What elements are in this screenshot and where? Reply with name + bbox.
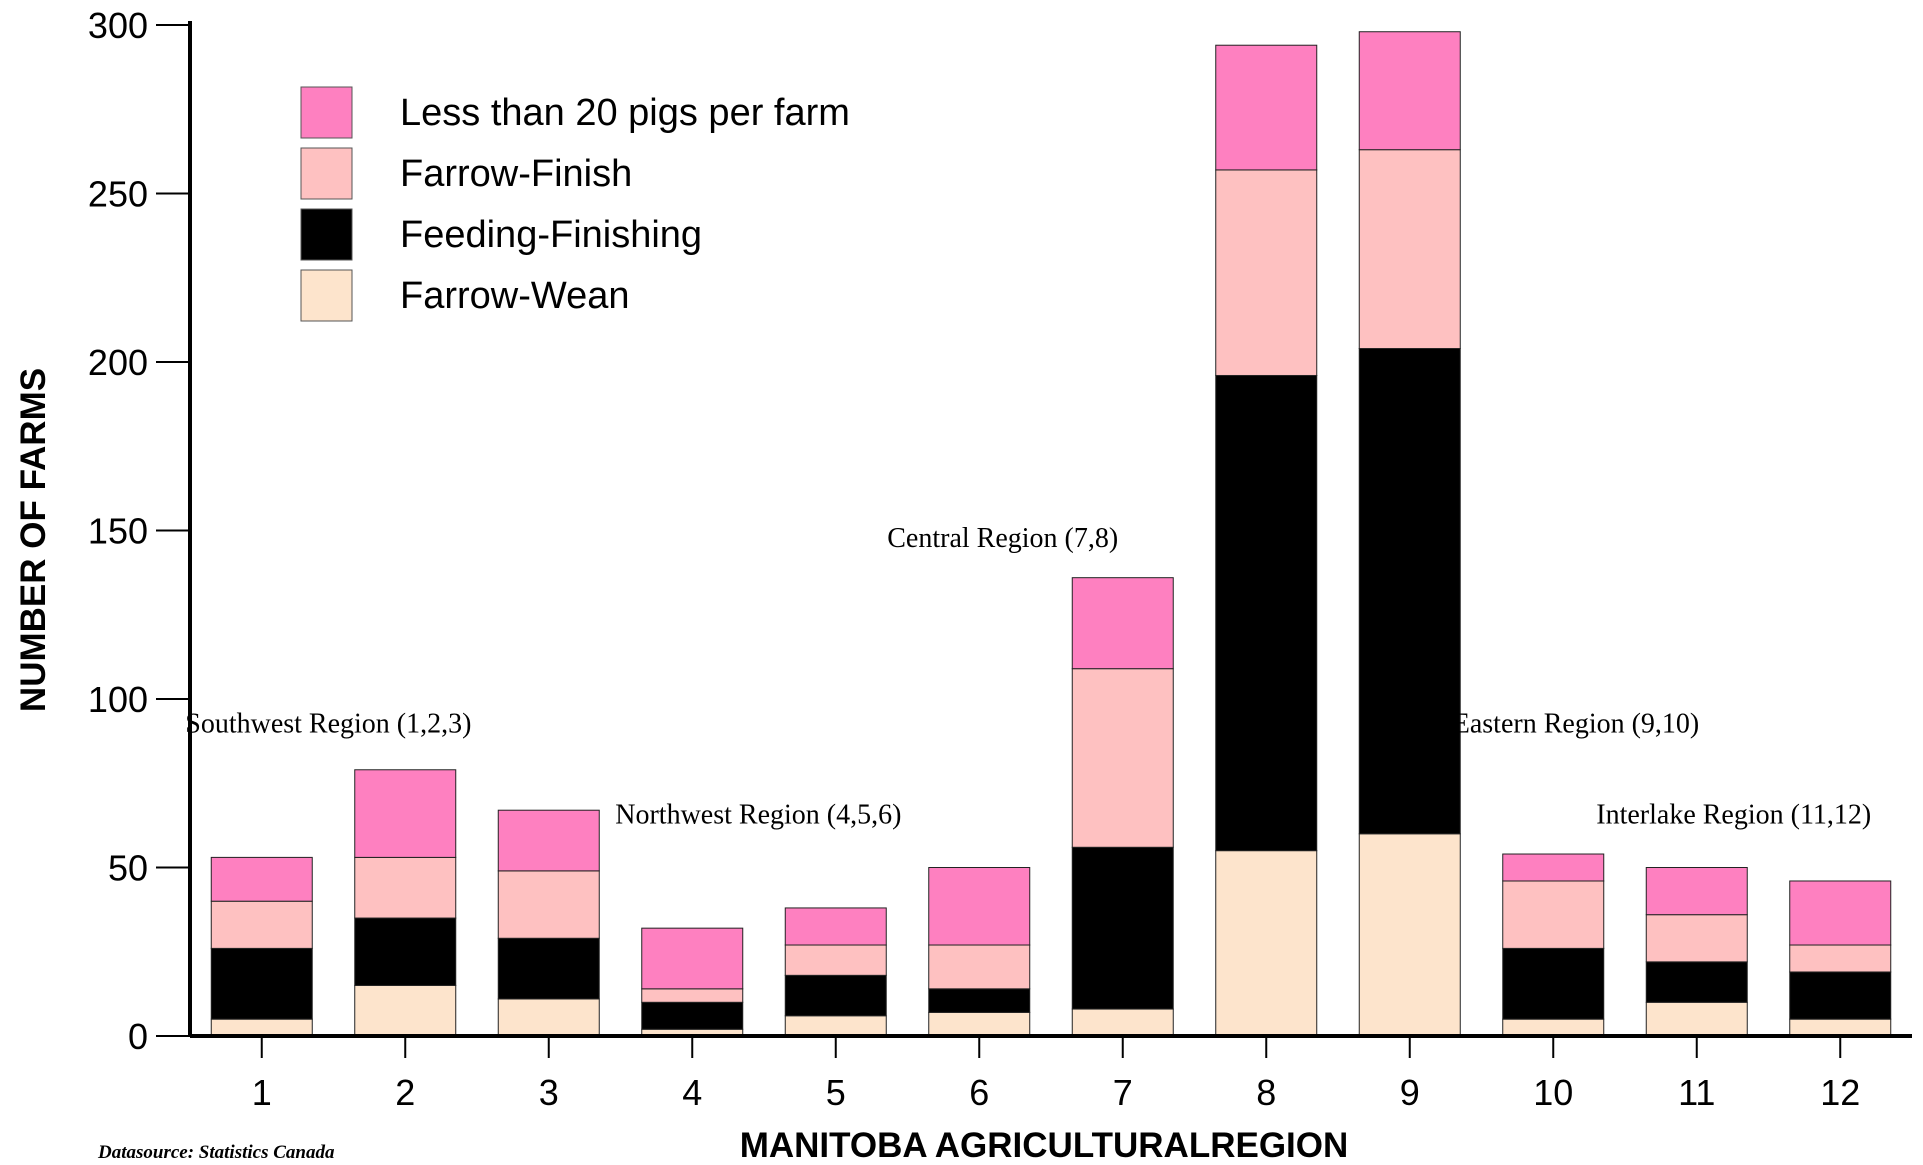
region-annotation: Interlake Region (11,12) [1596, 800, 1871, 831]
x-tick-label: 3 [539, 1072, 559, 1113]
y-tick-label: 150 [88, 511, 148, 552]
bar-segment-less-than-20-pigs-per-farm-region-6 [928, 867, 1031, 946]
x-tick-label: 7 [1113, 1072, 1133, 1113]
bar-segment-farrow-finish-region-3 [497, 870, 600, 939]
bar-segment-feeding-finishing-region-3 [497, 937, 600, 1000]
x-tick-label: 1 [252, 1072, 272, 1113]
legend: Less than 20 pigs per farm Farrow-Finish F… [300, 86, 850, 322]
bar-segment-less-than-20-pigs-per-farm-region-3 [497, 809, 600, 872]
bar-segment-less-than-20-pigs-per-farm-region-12 [1789, 880, 1892, 946]
y-axis-title: NUMBER OF FARMS [14, 368, 53, 712]
legend-swatch-farrow-wean [300, 269, 353, 322]
x-tick-label: 11 [1678, 1072, 1715, 1113]
legend-swatch-farrow-finish [300, 147, 353, 200]
bar-segment-farrow-finish-region-12 [1789, 944, 1892, 973]
bar-segment-farrow-finish-region-1 [210, 900, 313, 949]
bar-segment-feeding-finishing-region-8 [1215, 374, 1318, 852]
bar-segment-farrow-finish-region-9 [1358, 149, 1461, 350]
x-tick-label: 2 [395, 1072, 415, 1113]
legend-label-farrow-wean: Farrow-Wean [400, 275, 629, 317]
bar-segment-farrow-wean-region-5 [784, 1015, 887, 1037]
bar-segment-feeding-finishing-region-11 [1645, 961, 1748, 1003]
bar-segment-less-than-20-pigs-per-farm-region-2 [354, 769, 457, 858]
bar-segment-less-than-20-pigs-per-farm-region-10 [1502, 853, 1605, 882]
bar-segment-farrow-wean-region-8 [1215, 850, 1318, 1037]
bar-segment-less-than-20-pigs-per-farm-region-11 [1645, 867, 1748, 916]
bar-segment-farrow-wean-region-12 [1789, 1018, 1892, 1037]
legend-swatch-feeding-finishing [300, 208, 353, 261]
bar-segment-feeding-finishing-region-10 [1502, 947, 1605, 1020]
bar-segment-feeding-finishing-region-9 [1358, 348, 1461, 835]
bar-segment-feeding-finishing-region-2 [354, 917, 457, 986]
bar-segment-farrow-wean-region-7 [1071, 1008, 1174, 1037]
x-tick-label: 8 [1256, 1072, 1276, 1113]
bar-segment-farrow-finish-region-11 [1645, 914, 1748, 963]
bar-segment-less-than-20-pigs-per-farm-region-9 [1358, 31, 1461, 151]
x-tick-label: 4 [682, 1072, 702, 1113]
x-tick-label: 10 [1533, 1072, 1573, 1113]
y-tick-label: 300 [88, 5, 148, 46]
bar-segment-feeding-finishing-region-6 [928, 988, 1031, 1013]
x-axis-title: MANITOBA AGRICULTURALREGION [740, 1126, 1349, 1165]
bar-segment-feeding-finishing-region-5 [784, 974, 887, 1017]
bar-segment-less-than-20-pigs-per-farm-region-7 [1071, 577, 1174, 670]
bar-segment-farrow-wean-region-11 [1645, 1001, 1748, 1037]
bar-segment-farrow-wean-region-6 [928, 1011, 1031, 1037]
y-tick-label: 100 [88, 679, 148, 720]
bar-segment-less-than-20-pigs-per-farm-region-1 [210, 856, 313, 902]
bar-segment-farrow-finish-region-4 [641, 988, 744, 1003]
data-source-note: Datasource: Statistics Canada [98, 1142, 335, 1163]
region-annotation: Northwest Region (4,5,6) [615, 800, 901, 831]
y-tick-label: 250 [88, 174, 148, 215]
region-annotations: Southwest Region (1,2,3) Northwest Region… [185, 523, 1871, 830]
y-tick-label: 200 [88, 342, 148, 383]
bar-segment-less-than-20-pigs-per-farm-region-8 [1215, 44, 1318, 171]
bar-segment-less-than-20-pigs-per-farm-region-4 [641, 927, 744, 990]
bar-segment-feeding-finishing-region-7 [1071, 846, 1174, 1010]
legend-label-less-than-20-pigs-per-farm: Less than 20 pigs per farm [400, 92, 850, 134]
bar-segment-farrow-wean-region-1 [210, 1018, 313, 1037]
bar-segment-feeding-finishing-region-4 [641, 1001, 744, 1030]
legend-swatch-less-than-20-pigs-per-farm [300, 86, 353, 139]
bar-segment-farrow-wean-region-3 [497, 998, 600, 1037]
y-tick-label: 0 [128, 1016, 148, 1057]
bar-segment-feeding-finishing-region-12 [1789, 971, 1892, 1020]
legend-label-farrow-finish: Farrow-Finish [400, 153, 632, 195]
region-annotation: Eastern Region (9,10) [1453, 709, 1700, 740]
x-tick-label: 12 [1820, 1072, 1860, 1113]
bar-segment-farrow-finish-region-2 [354, 856, 457, 919]
region-annotation: Central Region (7,8) [887, 523, 1118, 554]
bar-segment-farrow-finish-region-7 [1071, 668, 1174, 848]
bars-layer [210, 31, 1892, 1037]
region-annotation: Southwest Region (1,2,3) [185, 709, 471, 740]
bar-segment-farrow-wean-region-9 [1358, 833, 1461, 1037]
bar-segment-farrow-finish-region-5 [784, 944, 887, 976]
x-tick-label: 5 [826, 1072, 846, 1113]
x-tick-label: 6 [969, 1072, 989, 1113]
bar-segment-farrow-wean-region-10 [1502, 1018, 1605, 1037]
bar-segment-farrow-finish-region-10 [1502, 880, 1605, 949]
bar-segment-farrow-finish-region-6 [928, 944, 1031, 990]
bar-segment-farrow-finish-region-8 [1215, 169, 1318, 376]
bar-segment-less-than-20-pigs-per-farm-region-5 [784, 907, 887, 946]
legend-label-feeding-finishing: Feeding-Finishing [400, 214, 702, 256]
x-tick-label: 9 [1400, 1072, 1420, 1113]
bar-segment-farrow-wean-region-2 [354, 984, 457, 1037]
bar-segment-feeding-finishing-region-1 [210, 947, 313, 1020]
y-tick-label: 50 [108, 848, 148, 889]
